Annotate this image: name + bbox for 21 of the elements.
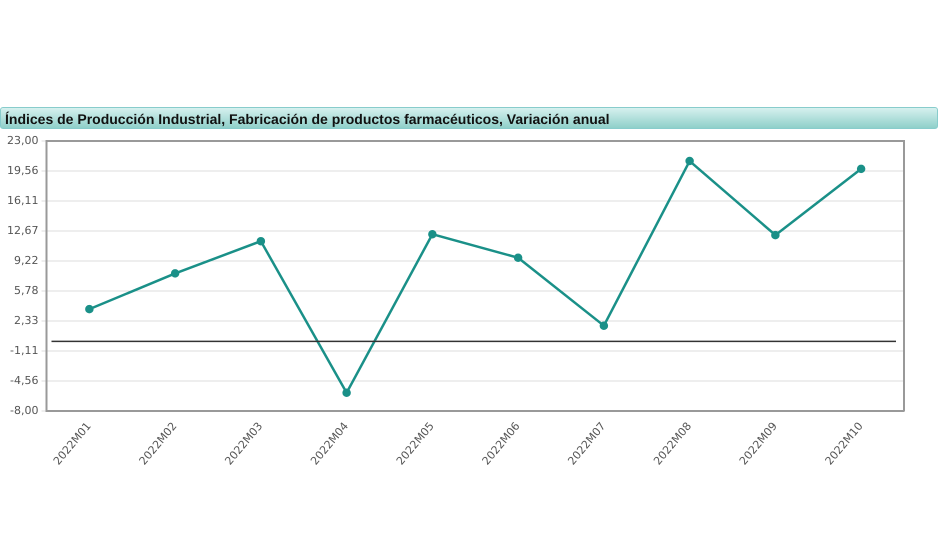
point (428, 230, 437, 238)
y-tick-label: 16,11 (6, 194, 38, 207)
point (170, 269, 180, 278)
point (514, 253, 522, 262)
y-tick-label: -8,00 (10, 404, 38, 417)
y-tick-label: 12,67 (6, 224, 38, 237)
point (600, 321, 608, 330)
y-tick-label: 9,22 (14, 254, 38, 267)
point (85, 304, 94, 314)
point (771, 230, 780, 240)
y-tick-label: 23,00 (6, 134, 38, 147)
point (342, 388, 351, 398)
point (856, 164, 866, 174)
point (256, 236, 266, 246)
chart-title: Índices de Producción Industrial, Fabricación de productos farmacéuticos, Variación anual (0, 107, 938, 129)
y-tick-label: -4,56 (10, 374, 38, 387)
y-tick-label: -1,11 (10, 344, 38, 357)
y-tick-label: 19,56 (6, 164, 38, 177)
y-tick-label: 2,33 (14, 314, 38, 327)
y-tick-label: 5,78 (14, 284, 38, 297)
point (685, 156, 694, 166)
